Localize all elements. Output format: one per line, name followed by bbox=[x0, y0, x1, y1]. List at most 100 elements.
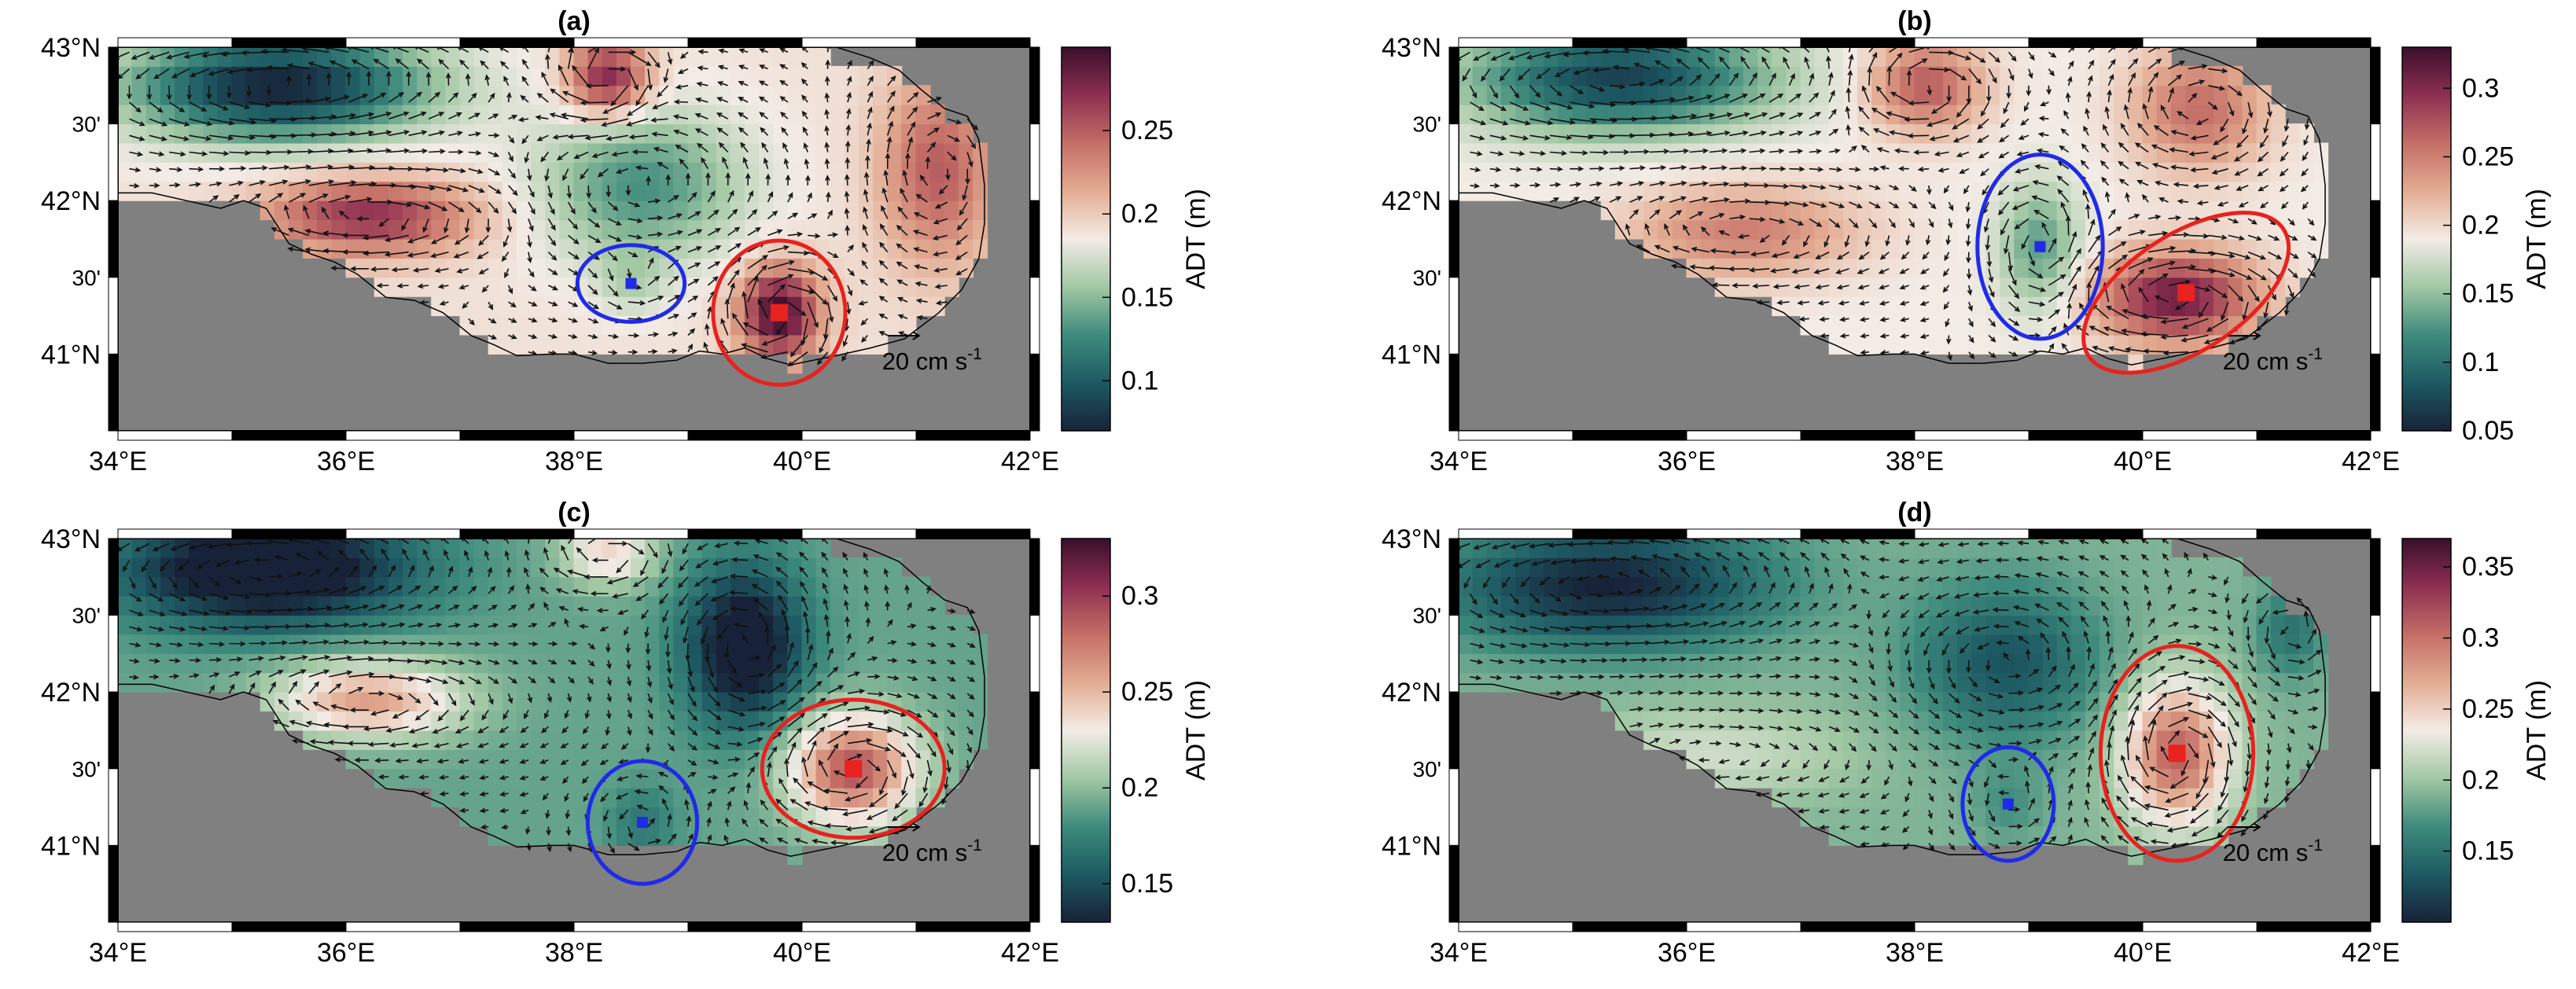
scale-arrow-label: 20 cm s-1 bbox=[882, 836, 982, 866]
anticyclone-center bbox=[845, 759, 863, 778]
x-tick-label: 34°E bbox=[89, 938, 147, 968]
scale-arrow-head bbox=[2253, 822, 2261, 832]
colorbar bbox=[1061, 538, 1111, 923]
x-tick-label: 40°E bbox=[773, 447, 831, 476]
coastline bbox=[1459, 46, 2326, 366]
y-tick-label: 43°N bbox=[41, 524, 101, 554]
colorbar-label: ADT (m) bbox=[1181, 680, 1211, 781]
frame-checker bbox=[1448, 37, 2381, 441]
x-tick-label: 34°E bbox=[89, 447, 147, 476]
y-tick-label: 41°N bbox=[41, 340, 101, 369]
anticyclone-boundary bbox=[760, 697, 947, 840]
coastline bbox=[118, 538, 985, 857]
y-tick-label: 43°N bbox=[41, 33, 101, 63]
scale-arrow-head bbox=[912, 822, 921, 832]
panel-title: (a) bbox=[558, 6, 591, 36]
colorbar-tick-label: 0.35 bbox=[2462, 552, 2514, 582]
anticyclone-boundary bbox=[2081, 211, 2291, 375]
colorbar bbox=[2401, 46, 2452, 432]
x-tick-label: 38°E bbox=[1886, 447, 1944, 476]
scale-arrow-head bbox=[912, 331, 921, 340]
frame-checker bbox=[108, 528, 1040, 932]
x-tick-label: 36°E bbox=[317, 447, 375, 476]
y-tick-label: 42°N bbox=[1382, 678, 1441, 708]
panel-title: (b) bbox=[1897, 6, 1931, 36]
scale-arrow-label: 20 cm s-1 bbox=[2223, 836, 2323, 866]
x-tick-label: 38°E bbox=[545, 938, 603, 968]
scale-arrow-head bbox=[2253, 331, 2261, 340]
y-tick-label: 41°N bbox=[1382, 831, 1441, 861]
y-tick-label: 42°N bbox=[41, 186, 101, 216]
colorbar bbox=[1061, 46, 1111, 432]
colorbar-tick-label: 0.2 bbox=[2462, 765, 2499, 795]
y-tick-label: 30' bbox=[72, 757, 101, 781]
cyclone-boundary bbox=[1975, 153, 2105, 341]
x-tick-label: 40°E bbox=[2114, 938, 2172, 968]
colorbar-tick-label: 0.25 bbox=[2462, 142, 2514, 171]
y-tick-label: 30' bbox=[72, 112, 101, 137]
anticyclone-boundary bbox=[711, 238, 848, 387]
x-tick-label: 42°E bbox=[1001, 447, 1059, 476]
y-tick-label: 30' bbox=[1413, 266, 1442, 290]
cyclone-center bbox=[625, 278, 637, 289]
colorbar-tick-label: 0.1 bbox=[1121, 366, 1158, 395]
y-tick-label: 42°N bbox=[41, 678, 101, 708]
anticyclone-center bbox=[2168, 745, 2186, 763]
anticyclone-center bbox=[771, 303, 788, 322]
y-tick-label: 30' bbox=[1413, 604, 1442, 628]
coastline bbox=[118, 46, 985, 366]
colorbar bbox=[2401, 538, 2452, 923]
colorbar-tick-label: 0.15 bbox=[1121, 282, 1173, 312]
colorbar-tick-label: 0.25 bbox=[1121, 677, 1173, 707]
colorbar-tick-label: 0.3 bbox=[1121, 581, 1158, 611]
colorbar-label: ADT (m) bbox=[2522, 680, 2552, 781]
x-tick-label: 40°E bbox=[773, 938, 831, 968]
panel-title: (c) bbox=[558, 498, 591, 528]
y-tick-label: 43°N bbox=[1382, 524, 1441, 554]
x-tick-label: 42°E bbox=[1001, 938, 1059, 968]
colorbar-tick-label: 0.2 bbox=[1121, 773, 1158, 803]
map-panel-b: (b) 34°E 36°E 38°E 40°E 42°E 43°N 30' 42°N 30' 41°… bbox=[1382, 6, 2552, 476]
map-panel-a: (a) 34°E 36°E 38°E 40°E 42°E 43°N 30' 42°N 30' 41°… bbox=[41, 6, 1211, 476]
cyclone-boundary bbox=[575, 243, 687, 324]
colorbar-tick-label: 0.15 bbox=[1121, 869, 1173, 899]
colorbar-tick-label: 0.25 bbox=[2462, 694, 2514, 724]
colorbar-tick-label: 0.2 bbox=[1121, 199, 1158, 229]
colorbar-tick-label: 0.3 bbox=[2462, 73, 2499, 103]
scale-arrow-label: 20 cm s-1 bbox=[882, 345, 982, 375]
x-tick-label: 38°E bbox=[1886, 938, 1944, 968]
cyclone-center bbox=[637, 817, 648, 829]
y-tick-label: 30' bbox=[1413, 757, 1442, 781]
colorbar-label: ADT (m) bbox=[2522, 189, 2552, 289]
x-tick-label: 34°E bbox=[1430, 447, 1488, 476]
map-panel-d: (d) 34°E 36°E 38°E 40°E 42°E 43°N 30' 42°N 30' 41°… bbox=[1382, 498, 2552, 968]
anticyclone-center bbox=[2177, 284, 2195, 302]
frame-checker bbox=[108, 37, 1040, 441]
y-tick-label: 41°N bbox=[1382, 340, 1441, 369]
y-tick-label: 30' bbox=[72, 266, 101, 290]
colorbar-tick-label: 0.25 bbox=[1121, 116, 1173, 145]
panel-title: (d) bbox=[1897, 498, 1931, 528]
x-tick-label: 36°E bbox=[317, 938, 375, 968]
current-vectors bbox=[1459, 539, 2322, 851]
current-vectors bbox=[118, 47, 979, 367]
x-tick-label: 34°E bbox=[1430, 938, 1488, 968]
y-tick-label: 30' bbox=[1413, 112, 1442, 137]
cyclone-boundary bbox=[585, 759, 700, 886]
cyclone-boundary bbox=[1960, 745, 2056, 863]
x-tick-label: 36°E bbox=[1658, 938, 1716, 968]
y-tick-label: 42°N bbox=[1382, 186, 1441, 216]
colorbar-tick-label: 0.2 bbox=[2462, 211, 2499, 241]
map-panel-c: (c) 34°E 36°E 38°E 40°E 42°E 43°N 30' 42°N 30' 41°… bbox=[41, 498, 1211, 968]
colorbar-tick-label: 0.15 bbox=[2462, 836, 2514, 866]
x-tick-label: 42°E bbox=[2342, 447, 2400, 476]
y-tick-label: 41°N bbox=[41, 831, 101, 861]
colorbar-tick-label: 0.1 bbox=[2462, 347, 2499, 377]
x-tick-label: 38°E bbox=[545, 447, 603, 476]
colorbar-tick-label: 0.05 bbox=[2462, 416, 2514, 446]
colorbar-tick-label: 0.15 bbox=[2462, 279, 2514, 309]
anticyclone-boundary bbox=[2098, 644, 2256, 863]
x-tick-label: 40°E bbox=[2114, 447, 2172, 476]
y-tick-label: 43°N bbox=[1382, 33, 1441, 63]
